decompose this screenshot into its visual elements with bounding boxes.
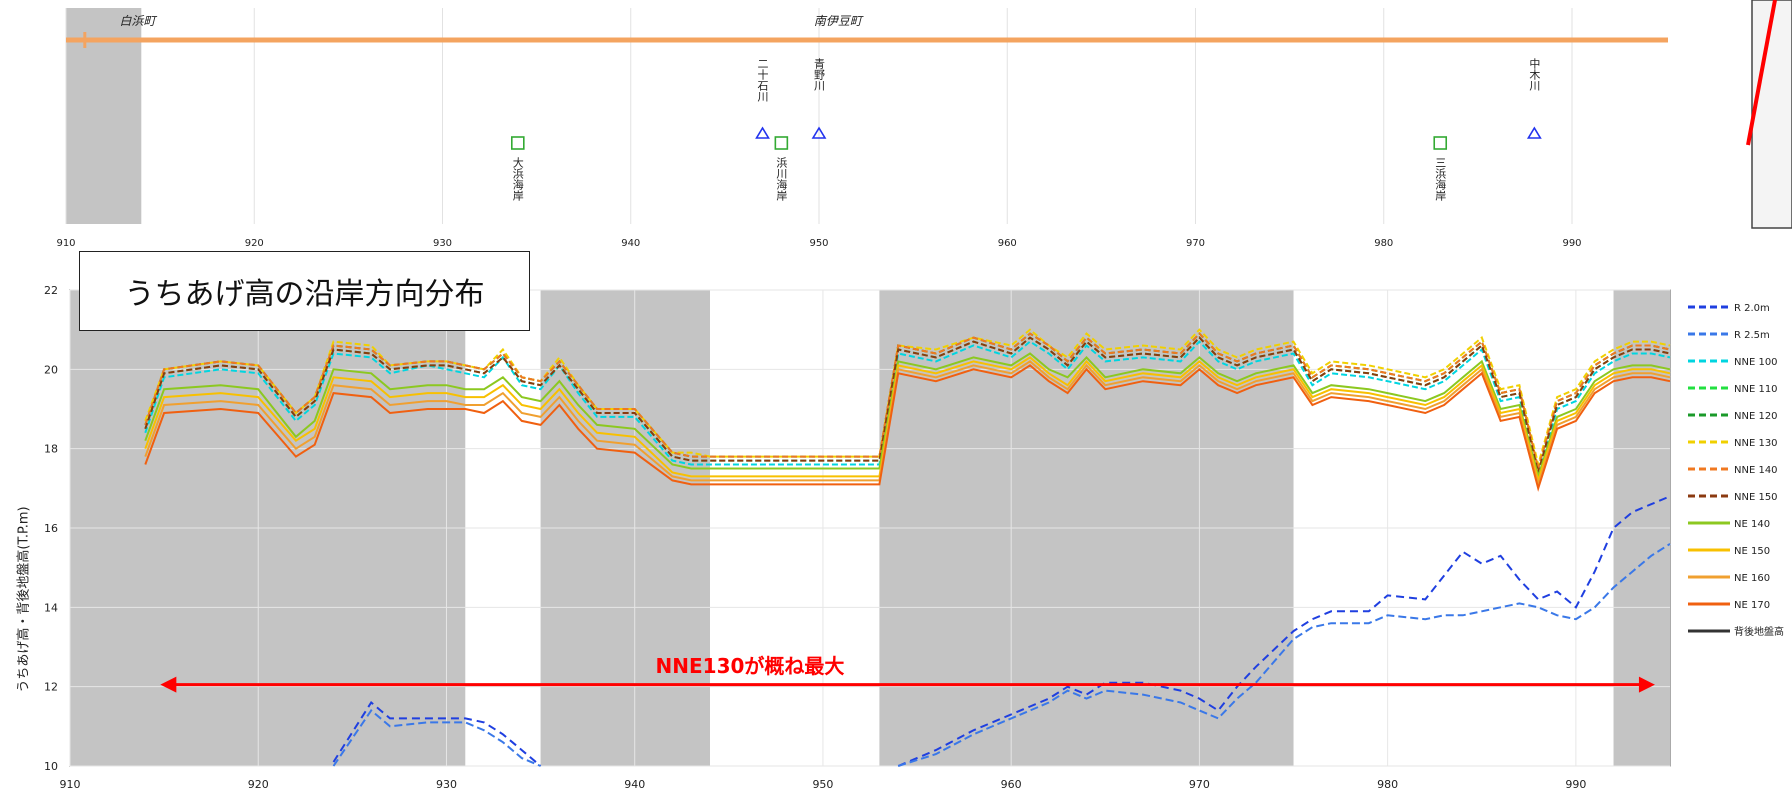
inset-map: [1746, 0, 1792, 229]
legend-label: NNE 120: [1734, 411, 1778, 422]
legend-label: 背後地盤高: [1734, 625, 1784, 638]
series-line: [144, 336, 1671, 477]
series-line: [144, 360, 1671, 488]
legend-label: NNE 130: [1734, 438, 1778, 449]
river-label: 青野川: [813, 58, 826, 91]
beach-marker: [1433, 136, 1448, 150]
strip-tick-label: 920: [245, 238, 264, 249]
x-tick-label: 940: [624, 778, 645, 791]
strip-tick-label: 970: [1186, 238, 1205, 249]
strip-tick-label: 940: [621, 238, 640, 249]
series-line: [144, 340, 1671, 481]
y-tick-label: 16: [44, 522, 58, 535]
inset-red-line: [1746, 0, 1777, 146]
annotation-box: うちあげ高の沿岸方向分布: [79, 251, 530, 331]
y-tick-label: 10: [44, 760, 58, 773]
strip-tick-label: 950: [809, 238, 828, 249]
river-label: 二十石川: [756, 58, 769, 102]
beach-label: 浜川海岸: [775, 157, 788, 202]
series-line: [144, 352, 1671, 480]
x-tick-label: 990: [1565, 778, 1586, 791]
strip-tick-label: 980: [1374, 238, 1393, 249]
max-range-arrow: [160, 676, 1655, 693]
legend-label: NE 150: [1734, 546, 1770, 557]
river-label: 中木川: [1528, 58, 1541, 91]
legend-label: NNE 110: [1734, 384, 1778, 395]
legend: R 2.0m R 2.5m NNE 100 NNE 110 NNE 120 NNE 130…: [1688, 303, 1784, 638]
river-marker: [811, 126, 827, 139]
legend-label: R 2.5m: [1734, 330, 1770, 341]
y-axis-label: うちあげ高・背後地盤高(T.P.m): [16, 506, 32, 693]
series-line: [144, 356, 1671, 484]
beach-label: 三浜海岸: [1434, 157, 1447, 202]
legend-label: NE 140: [1734, 519, 1770, 530]
legend-label: NNE 140: [1734, 465, 1778, 476]
beach-label: 大浜海岸: [511, 156, 524, 202]
region-label: 南伊豆町: [814, 14, 864, 28]
y-tick-label: 22: [44, 284, 58, 297]
y-tick-label: 14: [44, 601, 58, 614]
river-marker: [755, 126, 770, 139]
series-line: [144, 332, 1671, 473]
beach-marker: [774, 136, 789, 150]
strip-area: [66, 8, 1668, 224]
strip-tick-label: 990: [1562, 238, 1581, 249]
series-line: [144, 328, 1671, 469]
region-label: 白浜町: [120, 14, 158, 28]
legend-label: NE 170: [1734, 600, 1770, 611]
beach-marker: [510, 136, 525, 150]
legend-label: NNE 100: [1734, 357, 1778, 368]
x-tick-label: 920: [248, 778, 269, 791]
river-marker: [1526, 126, 1542, 139]
x-tick-label: 930: [436, 778, 457, 791]
x-tick-label: 960: [1001, 778, 1022, 791]
x-tick-label: 950: [812, 778, 833, 791]
strip-tick-label: 960: [998, 238, 1017, 249]
x-tick-label: 980: [1377, 778, 1398, 791]
y-tick-label: 18: [44, 443, 58, 456]
legend-label: NNE 150: [1734, 492, 1778, 503]
strip-tick-label: 930: [433, 238, 452, 249]
strip-shaded: [66, 8, 142, 224]
y-tick-label: 20: [44, 363, 58, 376]
y-tick-label: 12: [44, 681, 58, 694]
series-line: [332, 543, 1671, 767]
x-tick-label: 910: [60, 778, 81, 791]
arrow-head-left: [160, 676, 177, 693]
legend-label: R 2.0m: [1734, 303, 1770, 314]
legend-label: NE 160: [1734, 573, 1770, 584]
x-tick-label: 970: [1189, 778, 1210, 791]
inset-frame: [1751, 0, 1792, 229]
series-line: [332, 495, 1671, 767]
arrow-label: NNE130が概ね最大: [655, 654, 845, 678]
runup-chart: 910 920 930 940 950 960 970 980 990 10 12 14 16 18 20 2…: [44, 284, 1671, 791]
arrow-head-right: [1638, 676, 1655, 693]
series-line: [144, 364, 1671, 492]
strip-tick-label: 910: [56, 238, 75, 249]
